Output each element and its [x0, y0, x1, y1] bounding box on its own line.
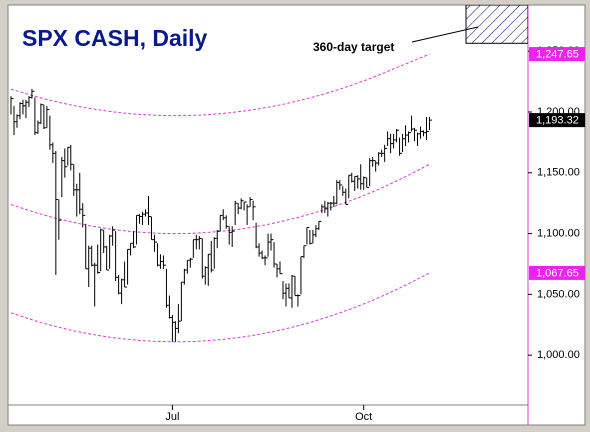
- y-tick-label: 1,050.00: [537, 288, 580, 300]
- y-tick-label: 1,000.00: [537, 349, 580, 361]
- y-tick-label: 1,100.00: [537, 227, 580, 239]
- channel-line: [10, 53, 430, 117]
- annotation-arrow: [411, 26, 479, 43]
- frame: [7, 4, 586, 426]
- plot-area: [10, 5, 528, 343]
- y-tick-label: 1,150.00: [537, 167, 580, 179]
- target-zone: [465, 5, 528, 44]
- price-marker: [529, 113, 585, 128]
- chart-title: SPX CASH, Daily: [22, 25, 208, 51]
- price-marker-label: 1,067.65: [536, 267, 579, 279]
- price-marker-label: 1,247.65: [536, 48, 579, 60]
- channel-line: [10, 272, 430, 343]
- annotation: 360-day target: [313, 40, 394, 54]
- price-marker-label: 1,193.32: [536, 115, 579, 127]
- price-marker: [529, 265, 585, 280]
- price-marker: [529, 47, 585, 62]
- x-tick-label: Oct: [355, 411, 372, 423]
- channel-line: [10, 163, 430, 235]
- x-tick-label: Jul: [165, 411, 179, 423]
